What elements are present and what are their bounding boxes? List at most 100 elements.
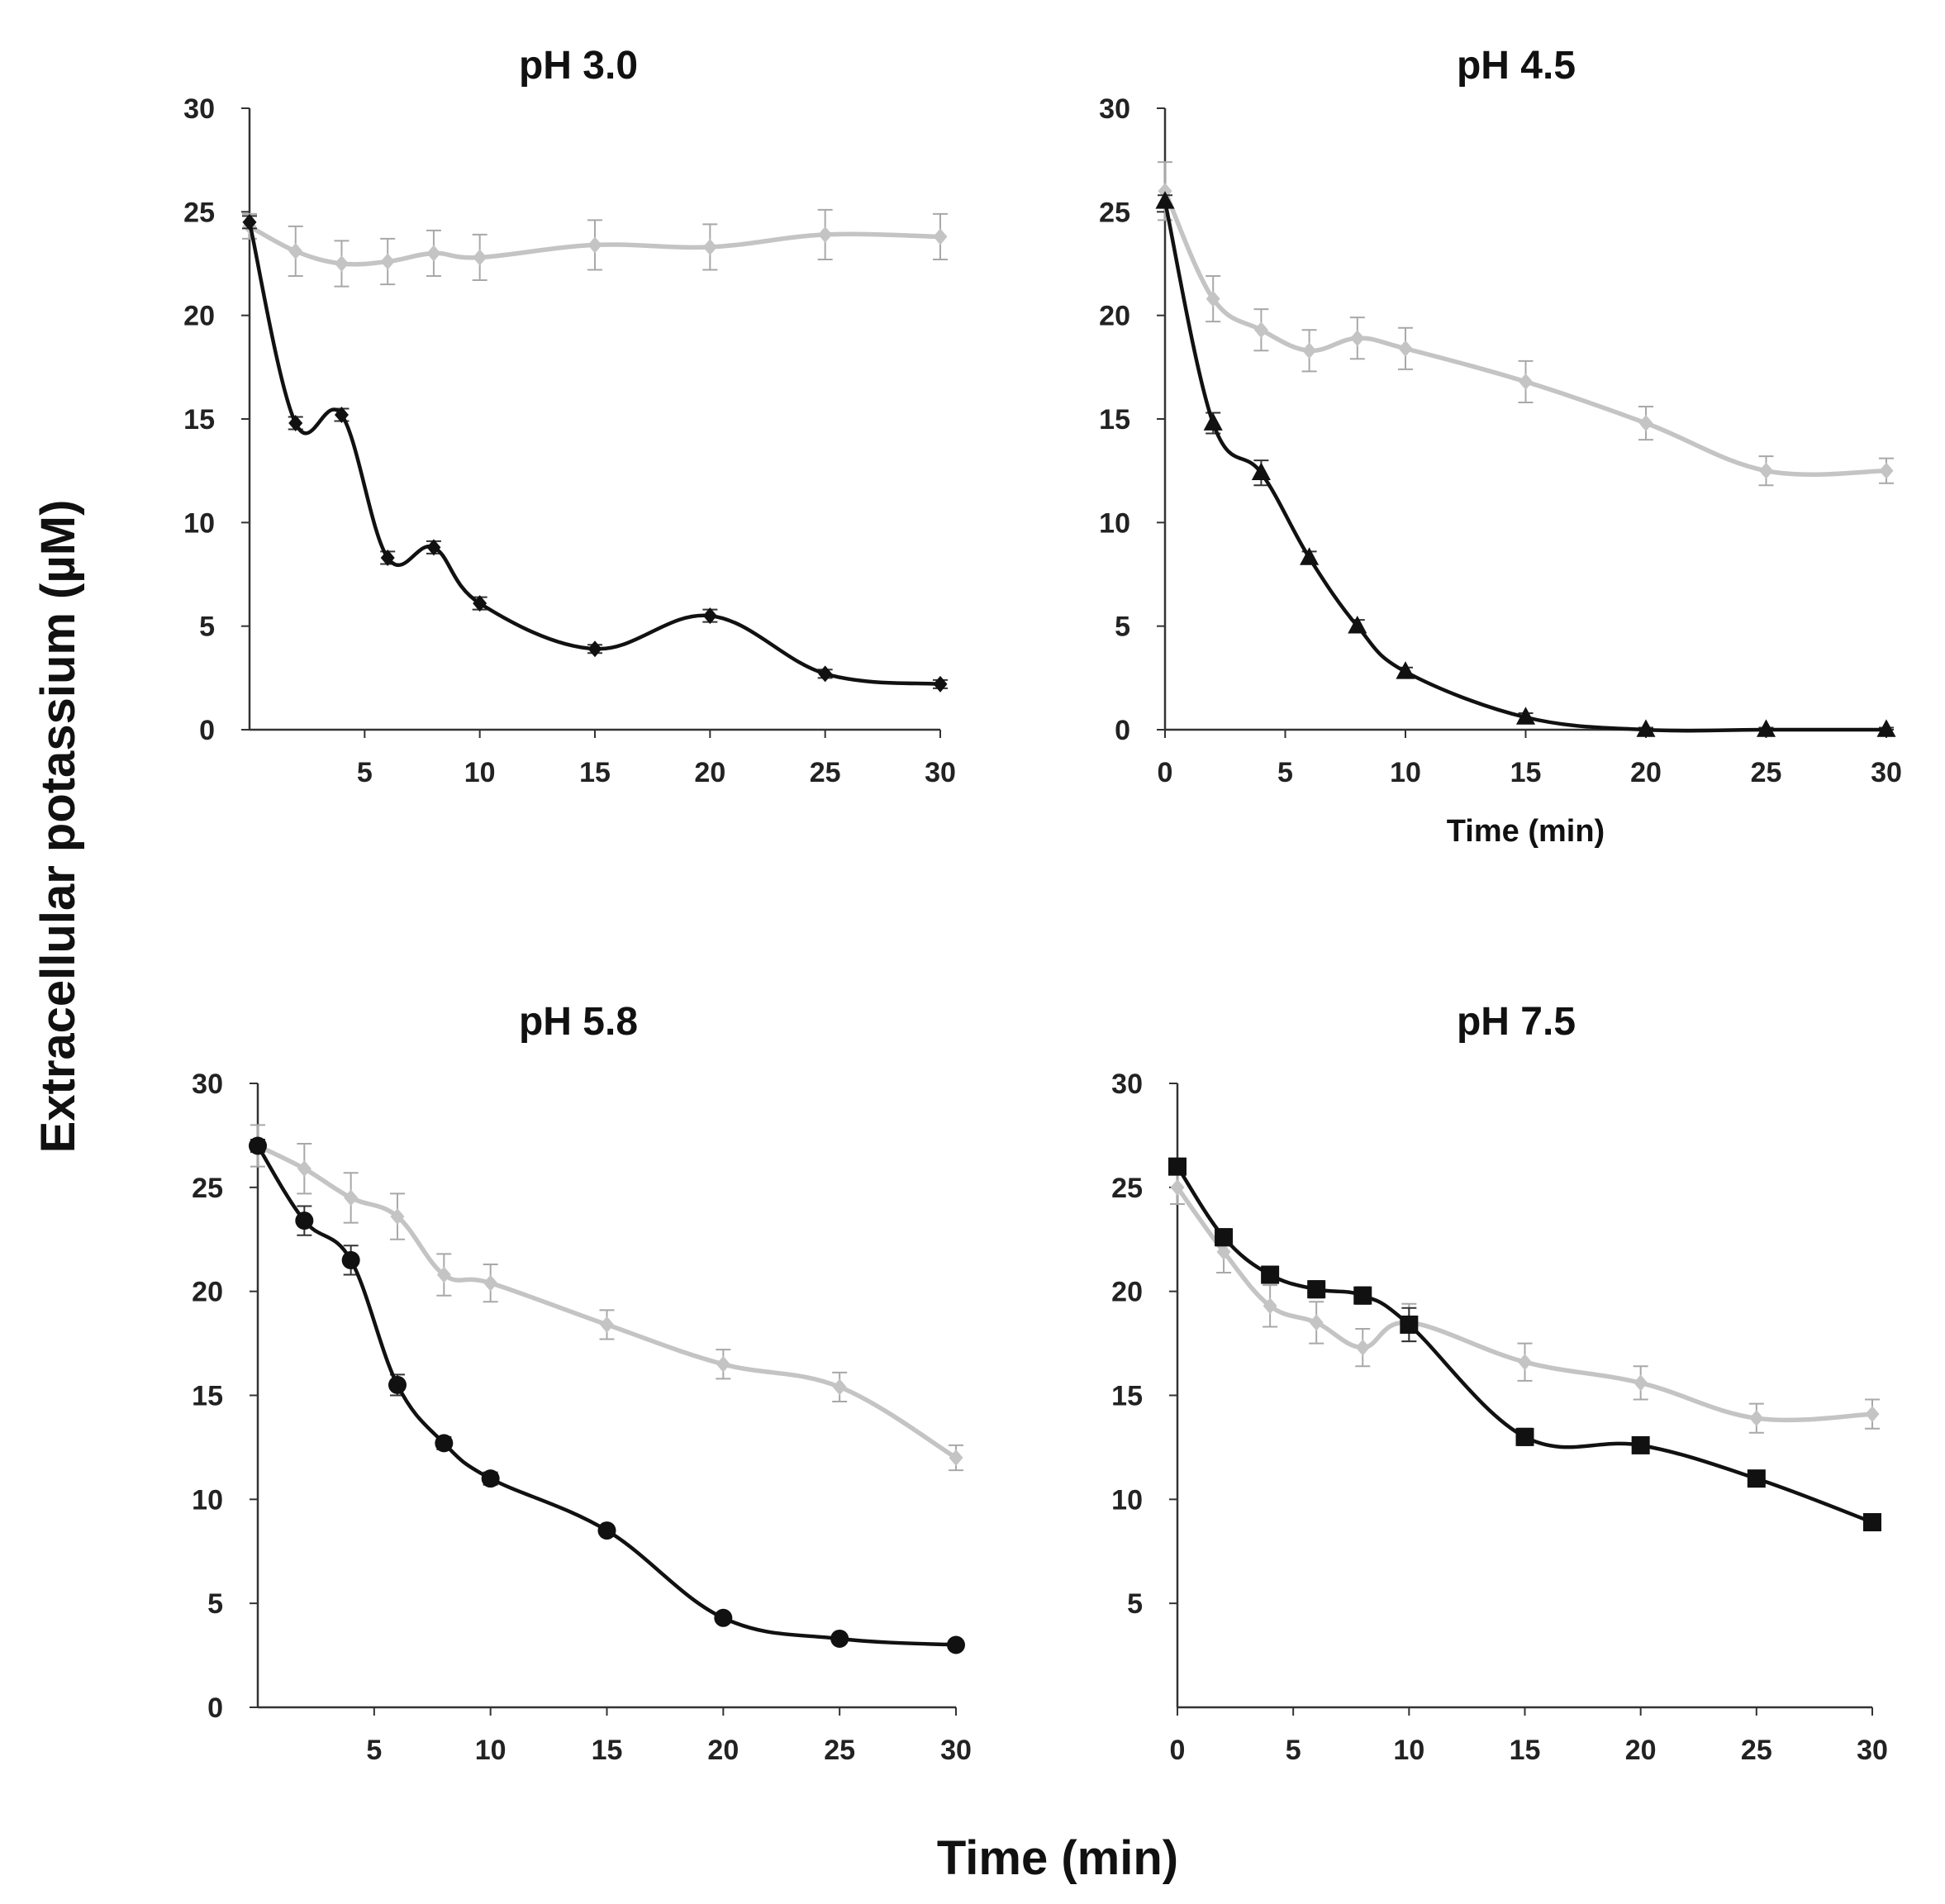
diamond-marker [1355, 1339, 1370, 1356]
series-dark [249, 1136, 965, 1654]
diamond-marker [1302, 342, 1317, 359]
diamond-marker [426, 245, 441, 262]
chart-panel-1: pH 3.0 0 5 10 15 20 25 30 5 10 15 20 25 30 [183, 44, 956, 788]
x-tick-label: 30 [925, 757, 956, 788]
y-tick-label: 20 [1099, 301, 1130, 332]
series-line [256, 1144, 958, 1460]
triangle-marker [1756, 719, 1776, 737]
triangle-marker [1155, 191, 1175, 209]
series-line [1163, 190, 1887, 478]
diamond-marker [716, 1355, 730, 1373]
diamond-marker [1879, 462, 1894, 479]
circle-marker [249, 1136, 267, 1155]
square-marker [1168, 1157, 1186, 1176]
circle-marker [388, 1375, 407, 1394]
y-tick-label: 15 [192, 1381, 223, 1412]
diamond-marker [832, 1378, 847, 1396]
x-tick-label: 5 [366, 1735, 382, 1766]
x-tick-label: 0 [1170, 1735, 1186, 1766]
x-tick-label: 0 [1158, 757, 1173, 788]
panel-title: pH 4.5 [1457, 44, 1576, 88]
y-tick-label: 5 [1115, 612, 1130, 643]
square-marker [1353, 1286, 1372, 1305]
x-tick-label: 15 [1510, 1735, 1541, 1766]
triangle-marker [1300, 547, 1320, 565]
x-axis-title: Time (min) [937, 1831, 1178, 1885]
x-tick-label: 25 [810, 757, 841, 788]
series-line [247, 221, 941, 687]
diamond-marker [390, 1208, 405, 1226]
series-line [1176, 1165, 1873, 1525]
diamond-marker [1638, 415, 1653, 432]
chart-panel-2: pH 4.5 0 5 10 15 20 25 30 0 5 10 15 20 25 30 Time (min) [1099, 44, 1902, 849]
diamond-marker [949, 1449, 963, 1466]
diamond-marker [702, 607, 717, 625]
y-tick-label: 20 [1111, 1277, 1143, 1308]
triangle-marker [1348, 616, 1367, 634]
diamond-marker [1398, 340, 1413, 357]
triangle-marker [1636, 719, 1656, 737]
diamond-marker [242, 213, 257, 231]
square-marker [1863, 1513, 1881, 1532]
x-tick-label: 20 [694, 757, 725, 788]
diamond-marker [1263, 1297, 1277, 1315]
diamond-marker [1170, 1178, 1185, 1196]
y-tick-label: 15 [183, 404, 215, 436]
circle-marker [295, 1211, 314, 1230]
x-tick-label: 20 [1630, 757, 1662, 788]
y-tick-label: 30 [1099, 93, 1130, 125]
y-tick-label: 10 [183, 507, 215, 539]
x-tick-label: 5 [357, 757, 373, 788]
y-tick-label: 5 [1127, 1588, 1143, 1620]
diamond-marker [587, 236, 602, 254]
square-marker [1307, 1280, 1326, 1299]
square-marker [1631, 1435, 1650, 1454]
series-line [1175, 1186, 1873, 1423]
square-marker [1215, 1228, 1234, 1247]
square-marker [1515, 1427, 1534, 1446]
y-tick-label: 25 [1099, 197, 1130, 228]
diamond-marker [380, 549, 395, 566]
chart-panel-4: pH 7.5 5 10 15 20 25 30 0 5 10 15 20 25 30 [1111, 1000, 1888, 1766]
diamond-marker [818, 226, 833, 243]
diamond-marker [483, 1274, 498, 1292]
x-tick-label: 25 [1741, 1735, 1772, 1766]
x-tick-label: 30 [940, 1735, 972, 1766]
diamond-marker [933, 228, 948, 245]
diamond-marker [473, 595, 487, 612]
diamond-marker [1216, 1243, 1231, 1260]
triangle-marker [1876, 719, 1896, 737]
y-tick-label: 20 [183, 301, 215, 332]
diamond-marker [1309, 1314, 1324, 1331]
y-tick-label: 20 [192, 1277, 223, 1308]
diamond-marker [1350, 330, 1365, 347]
series-dark [1168, 1157, 1881, 1532]
series-light [1170, 1169, 1880, 1434]
y-tick-label: 25 [192, 1173, 223, 1204]
diamond-marker [933, 675, 948, 693]
y-axis-title: Extracellular potassium (µM) [31, 500, 85, 1154]
circle-marker [435, 1434, 454, 1453]
x-tick-label: 10 [1390, 757, 1421, 788]
triangle-marker [1251, 462, 1271, 480]
y-tick-label: 15 [1099, 404, 1130, 436]
circle-marker [714, 1608, 733, 1627]
diamond-marker [818, 665, 833, 683]
panel-title: pH 7.5 [1457, 1000, 1576, 1044]
panel-x-axis-title: Time (min) [1447, 814, 1605, 849]
y-tick-label: 10 [1111, 1484, 1143, 1516]
triangle-marker [1203, 412, 1223, 431]
y-tick-label: 30 [183, 93, 215, 125]
triangle-marker [1515, 707, 1536, 725]
diamond-marker [1634, 1374, 1648, 1392]
circle-marker [341, 1250, 360, 1269]
x-tick-label: 30 [1871, 757, 1902, 788]
diamond-marker [344, 1189, 359, 1207]
x-tick-label: 15 [1510, 757, 1542, 788]
diamond-marker [1253, 321, 1268, 339]
triangle-marker [1396, 661, 1415, 679]
x-tick-label: 20 [1625, 1735, 1657, 1766]
circle-marker [597, 1521, 616, 1540]
x-tick-label: 25 [824, 1735, 855, 1766]
diamond-marker [288, 415, 303, 432]
